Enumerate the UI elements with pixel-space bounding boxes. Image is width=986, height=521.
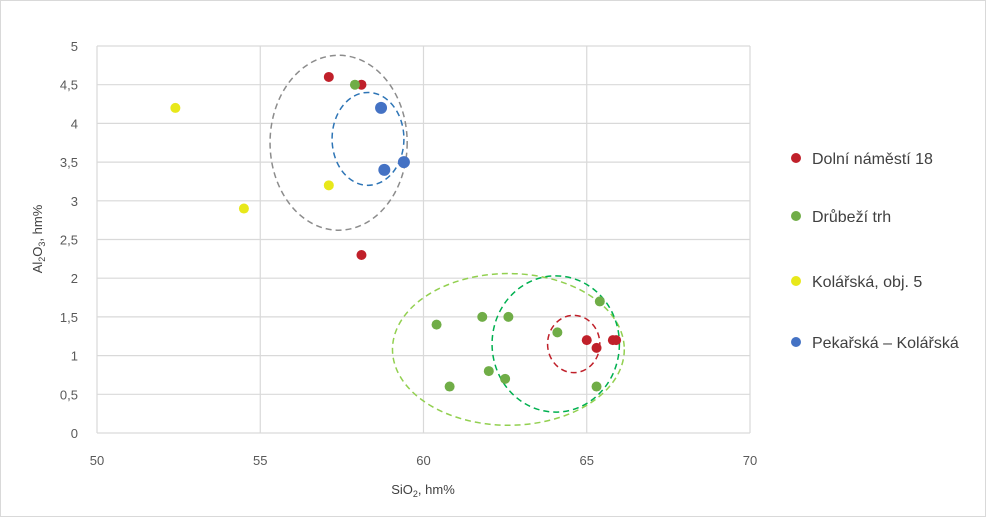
cluster-ellipse — [391, 272, 626, 427]
cluster-ellipse — [546, 314, 601, 374]
x-axis-title: SiO2, hm% — [391, 482, 455, 499]
data-point — [591, 342, 602, 353]
y-tick-label: 4 — [71, 116, 78, 131]
x-tick-label: 70 — [743, 453, 757, 468]
legend-marker — [791, 337, 801, 347]
legend-marker — [791, 276, 801, 286]
legend-marker — [791, 153, 801, 163]
data-point — [375, 101, 388, 114]
y-tick-label: 5 — [71, 39, 78, 54]
data-point — [503, 311, 514, 322]
data-point — [594, 296, 605, 307]
cluster-ellipse — [491, 275, 621, 413]
cluster-ellipse — [269, 54, 408, 231]
x-tick-label: 50 — [90, 453, 104, 468]
data-point — [170, 102, 181, 113]
legend-marker — [791, 211, 801, 221]
data-point — [483, 366, 494, 377]
data-point — [356, 249, 367, 260]
legend-label: Kolářská, obj. 5 — [812, 274, 922, 291]
y-tick-label: 1 — [71, 349, 78, 364]
data-points — [170, 71, 622, 392]
cluster-ellipse — [331, 91, 405, 187]
y-tick-label: 4,5 — [60, 78, 78, 93]
legend-item-kolarska-obj5: Kolářská, obj. 5 — [791, 274, 922, 291]
data-point — [500, 373, 511, 384]
data-point — [477, 311, 488, 322]
legend-item-dolni-namesti: Dolní náměstí 18 — [791, 151, 933, 168]
cluster-ellipses — [269, 54, 626, 427]
y-tick-label: 2,5 — [60, 233, 78, 248]
data-point — [349, 79, 360, 90]
legend-label: Pekařská – Kolářská — [812, 335, 959, 352]
y-axis-ticks: 0 0,5 1 1,5 2 2,5 3 3,5 4 4,5 5 — [60, 39, 78, 441]
legend: Dolní náměstí 18 Drůbeží trh Kolářská, o… — [791, 151, 959, 352]
data-point — [323, 180, 334, 191]
data-point — [323, 71, 334, 82]
x-tick-label: 55 — [253, 453, 267, 468]
gridlines — [96, 45, 751, 434]
x-axis-ticks: 50 55 60 65 70 — [90, 453, 757, 468]
y-tick-label: 3,5 — [60, 155, 78, 170]
x-tick-label: 60 — [416, 453, 430, 468]
data-point — [581, 335, 592, 346]
data-point — [591, 381, 602, 392]
legend-label: Drůbeží trh — [812, 208, 891, 226]
y-tick-label: 3 — [71, 194, 78, 209]
legend-label: Dolní náměstí 18 — [812, 151, 933, 168]
legend-item-pekarska-kolarska: Pekařská – Kolářská — [791, 335, 959, 352]
y-tick-label: 1,5 — [60, 310, 78, 325]
data-point — [552, 327, 563, 338]
data-point — [397, 156, 410, 169]
data-point — [444, 381, 455, 392]
data-point — [238, 203, 249, 214]
x-tick-label: 65 — [580, 453, 594, 468]
y-axis-title: Al2O3, hm% — [30, 204, 47, 273]
legend-item-drubezi-trh: Drůbeží trh — [791, 208, 891, 226]
data-point — [611, 335, 622, 346]
y-tick-label: 2 — [71, 271, 78, 286]
data-point — [378, 163, 391, 176]
y-tick-label: 0,5 — [60, 387, 78, 402]
data-point — [431, 319, 442, 330]
y-tick-label: 0 — [71, 426, 78, 441]
